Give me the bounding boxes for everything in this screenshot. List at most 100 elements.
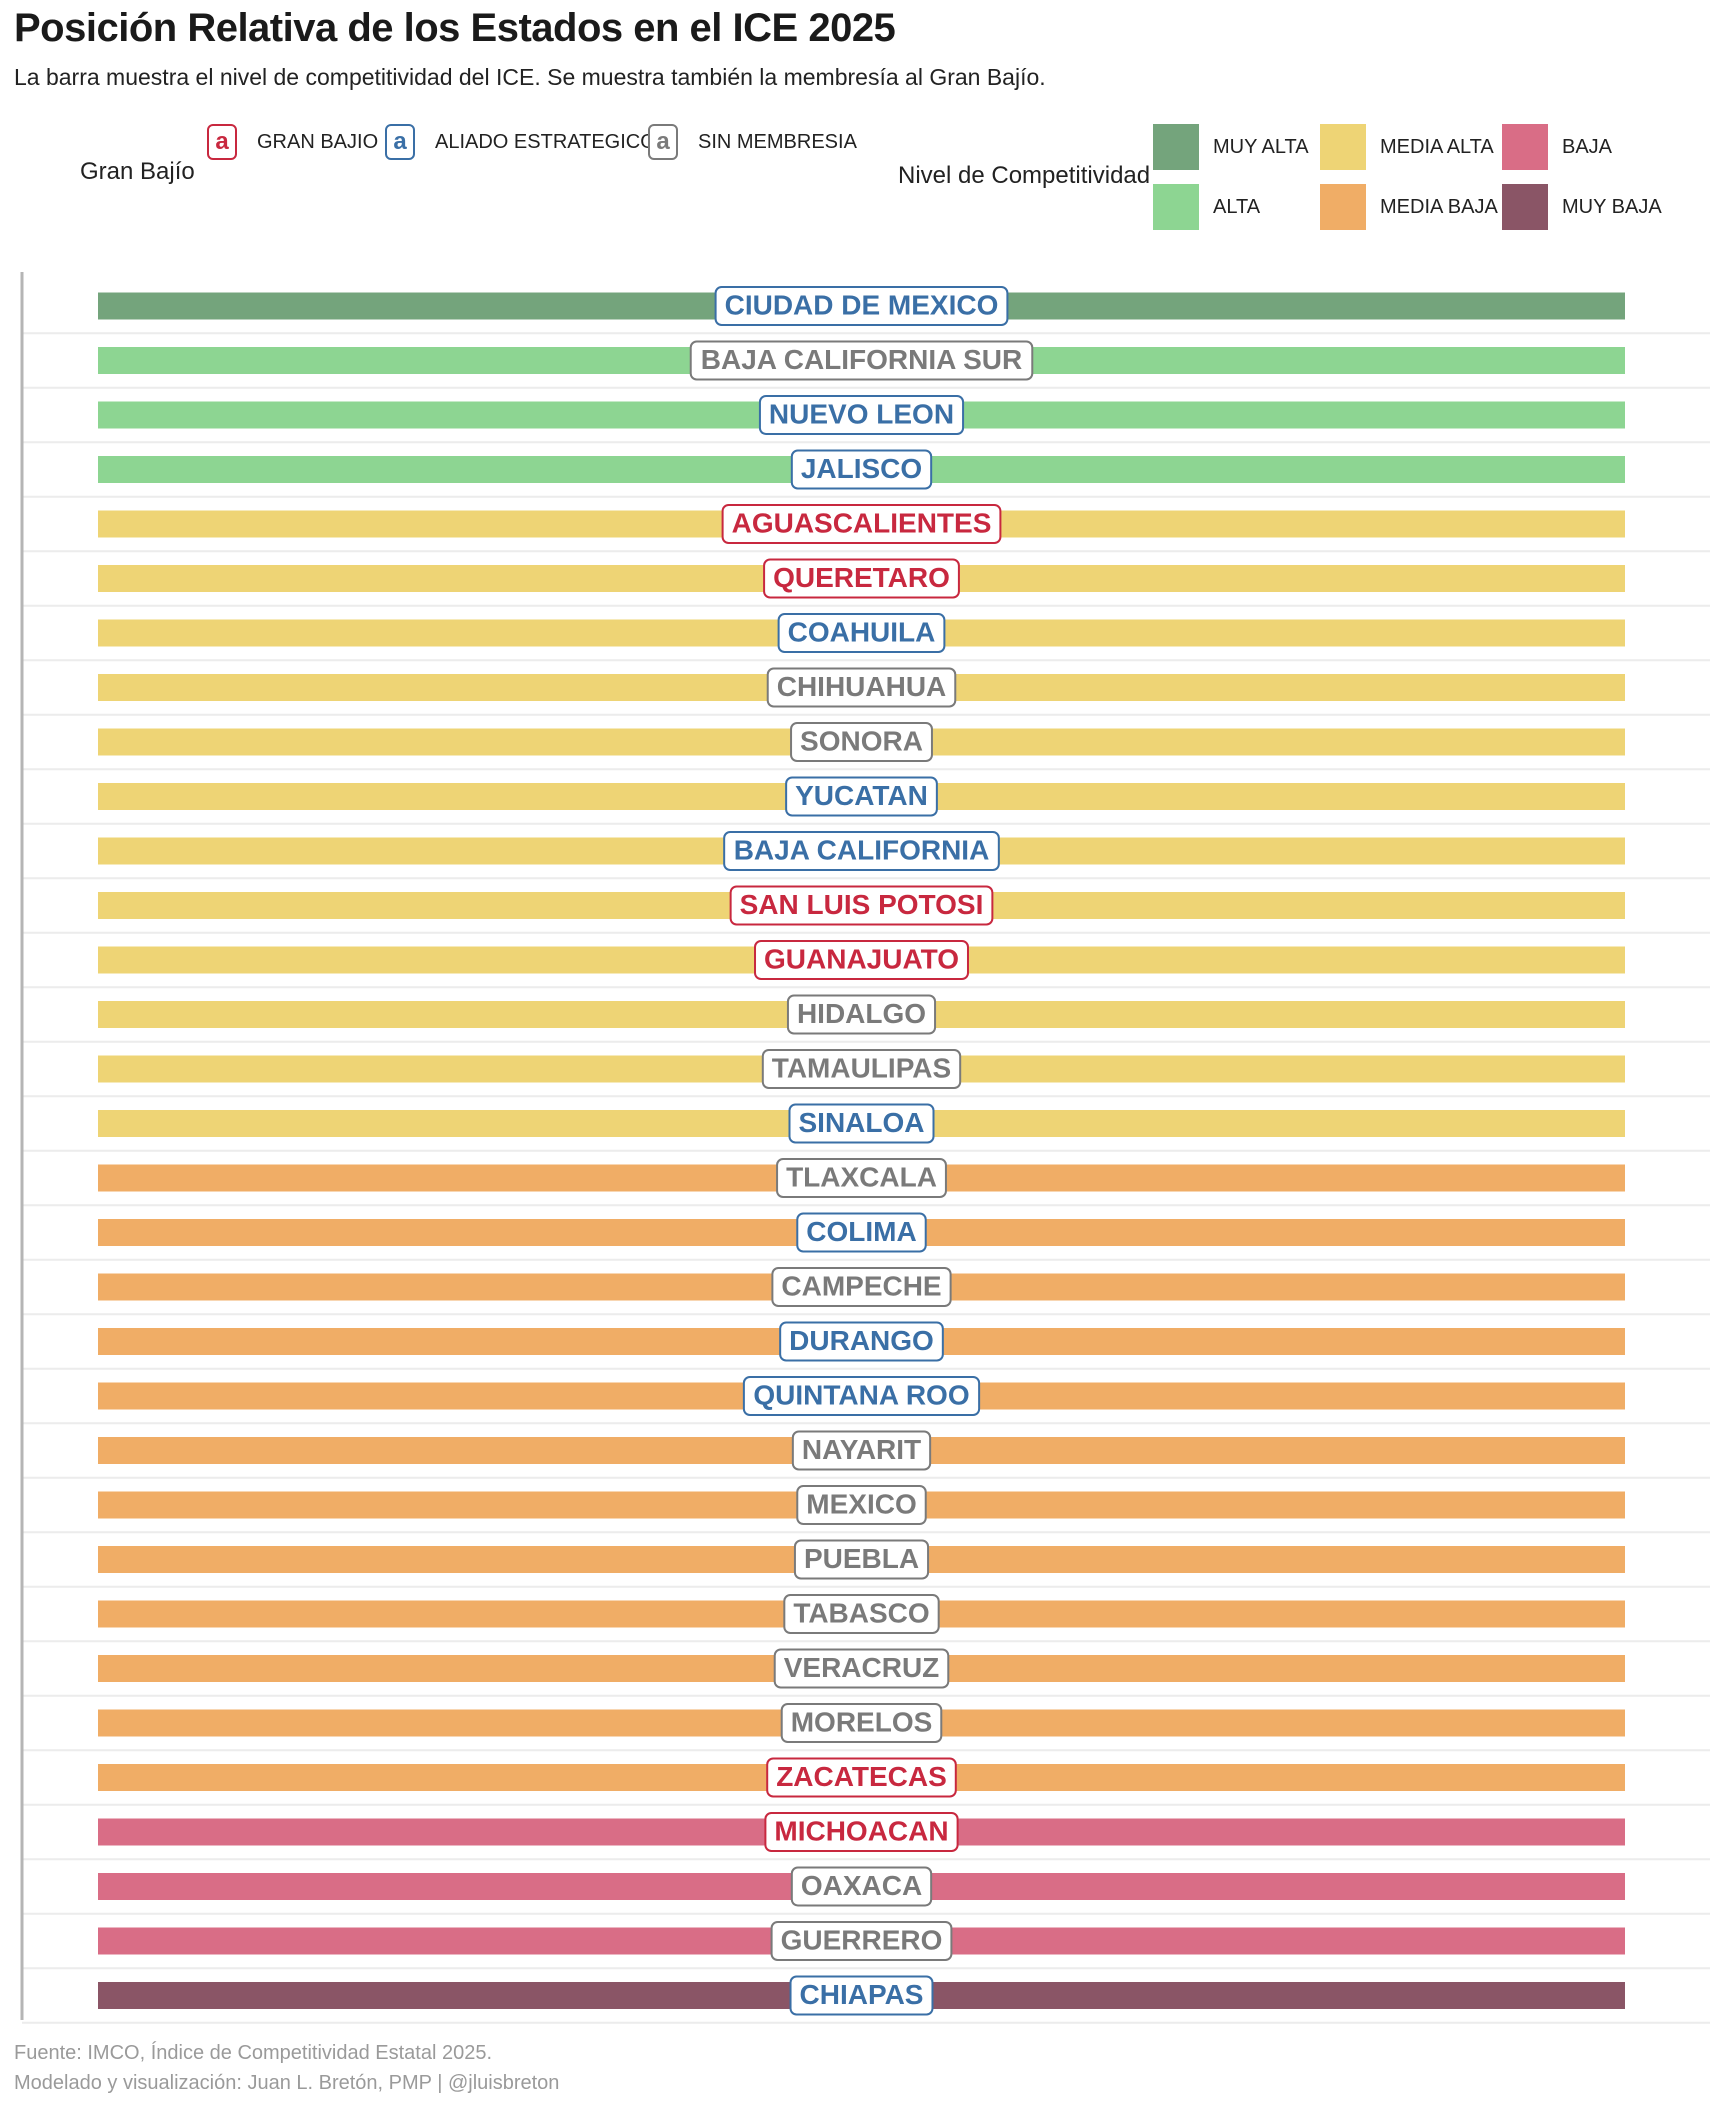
label-box-zacatecas [766,1757,957,1798]
label-text-morelos: MORELOS [791,1706,933,1737]
label-text-queretaro: QUERETARO [773,562,950,593]
legend-label-muy-baja: MUY BAJA [1562,195,1662,218]
state-label-guerrero: GUERRERO [770,1921,953,1961]
label-text-ciudad-de-mexico: CIUDAD DE MEXICO [725,289,999,320]
state-label-nuevo-leon: NUEVO LEON [758,395,965,435]
state-label-san-luis-potosi: SAN LUIS POTOSI [729,885,994,926]
credit-caption: Modelado y visualización: Juan L. Bretón… [14,2072,560,2094]
legend-item-alta: ALTA [1153,184,1260,230]
label-box-quintana-roo [742,1376,981,1416]
label-text-quintana-roo: QUINTANA ROO [753,1379,969,1410]
legend-item-muy-alta: MUY ALTA [1153,124,1309,170]
label-box-mexico [796,1485,927,1525]
label-text-hidalgo: HIDALGO [797,998,926,1029]
label-text-yucatan: YUCATAN [795,780,928,811]
label-box-san-luis-potosi [729,885,994,926]
label-text-chihuahua: CHIHUAHUA [777,671,947,702]
label-box-veracruz [773,1648,950,1689]
legend-swatch-muy-baja [1502,184,1548,230]
state-label-tamaulipas: TAMAULIPAS [761,1049,962,1089]
state-label-tlaxcala: TLAXCALA [776,1158,947,1198]
legend-label-media-baja: MEDIA BAJA [1380,195,1498,218]
label-box-colima [796,1212,927,1253]
legend-key-sin-membresia: a [648,124,678,160]
label-box-yucatan [785,776,938,817]
legend-label-media-alta: MEDIA ALTA [1380,135,1494,158]
label-box-chihuahua [766,667,957,708]
state-label-queretaro: QUERETARO [763,558,960,599]
legend-swatch-baja [1502,124,1548,170]
legend-swatch-media-baja [1320,184,1366,230]
bar-chart: CIUDAD DE MEXICO BAJA CALIFORNIA SUR NUEVO… [20,272,1710,2024]
label-box-jalisco [790,449,933,490]
label-box-durango [779,1321,944,1362]
label-text-mexico: MEXICO [806,1488,916,1519]
label-text-durango: DURANGO [789,1325,934,1356]
legend-label-sin-membresia: SIN MEMBRESIA [698,130,857,153]
gridlines [22,332,1710,2024]
label-text-coahuila: COAHUILA [788,616,936,647]
legend-item-baja: BAJA [1502,124,1612,170]
legend-swatch-alta [1153,184,1199,230]
label-text-nuevo-leon: NUEVO LEON [769,398,954,429]
state-label-mexico: MEXICO [796,1485,927,1525]
label-box-sonora [790,722,933,762]
state-label-aguascalientes: AGUASCALIENTES [721,504,1002,544]
state-label-quintana-roo: QUINTANA ROO [742,1376,981,1416]
state-label-hidalgo: HIDALGO [786,994,937,1035]
state-label-puebla: PUEBLA [793,1539,930,1580]
legend-item-gran-bajio: a GRAN BAJIO [207,124,378,160]
state-label-coahuila: COAHUILA [777,613,946,653]
label-text-sonora: SONORA [800,725,923,756]
state-label-chiapas: CHIAPAS [789,1975,934,2016]
legend-key-aliado-estrategico: a [385,124,415,160]
legend-item-sin-membresia: a SIN MEMBRESIA [648,124,857,160]
legend-swatch-media-alta [1320,124,1366,170]
label-text-tamaulipas: TAMAULIPAS [772,1052,951,1083]
legend-item-aliado-estrategico: a ALIADO ESTRATEGICO [385,124,656,160]
label-box-baja-california [723,831,1000,871]
legend-item-muy-baja: MUY BAJA [1502,184,1662,230]
label-text-san-luis-potosi: SAN LUIS POTOSI [740,889,984,920]
label-box-puebla [793,1539,930,1580]
state-label-colima: COLIMA [796,1212,927,1253]
label-box-chiapas [789,1975,934,2016]
level-legend-title: Nivel de Competitividad [898,162,1151,189]
label-box-campeche [771,1267,952,1307]
state-label-tabasco: TABASCO [783,1594,940,1634]
label-text-guanajuato: GUANAJUATO [764,943,959,974]
membership-legend-title: Gran Bajío [80,158,195,185]
state-labels: CIUDAD DE MEXICO BAJA CALIFORNIA SUR NUEVO… [689,286,1034,2016]
state-label-yucatan: YUCATAN [785,776,938,817]
label-box-hidalgo [786,994,937,1035]
state-label-morelos: MORELOS [780,1703,943,1743]
label-box-oaxaca [790,1866,933,1907]
label-box-michoacan [764,1812,959,1852]
state-label-sinaloa: SINALOA [788,1103,935,1144]
label-text-baja-california: BAJA CALIFORNIA [734,834,990,865]
label-box-guanajuato [754,940,969,980]
label-box-coahuila [777,613,946,653]
state-label-guanajuato: GUANAJUATO [754,940,969,980]
label-text-oaxaca: OAXACA [801,1870,922,1901]
state-label-baja-california-sur: BAJA CALIFORNIA SUR [689,340,1034,381]
label-text-guerrero: GUERRERO [781,1924,943,1955]
legend-label-alta: ALTA [1213,195,1261,218]
label-text-chiapas: CHIAPAS [800,1979,924,2010]
state-label-sonora: SONORA [790,722,933,762]
label-text-nayarit: NAYARIT [802,1434,921,1465]
label-box-morelos [780,1703,943,1743]
label-text-baja-california-sur: BAJA CALIFORNIA SUR [701,344,1022,375]
state-label-chihuahua: CHIHUAHUA [766,667,957,708]
chart-subtitle: La barra muestra el nivel de competitivi… [14,64,1046,90]
label-text-michoacan: MICHOACAN [774,1815,948,1846]
label-box-tlaxcala [776,1158,947,1198]
label-text-sinaloa: SINALOA [799,1107,925,1138]
state-label-oaxaca: OAXACA [790,1866,933,1907]
label-box-tabasco [783,1594,940,1634]
label-text-tabasco: TABASCO [793,1597,929,1628]
state-label-veracruz: VERACRUZ [773,1648,950,1689]
label-box-baja-california-sur [689,340,1034,381]
label-text-veracruz: VERACRUZ [784,1652,940,1683]
state-label-baja-california: BAJA CALIFORNIA [723,831,1000,871]
